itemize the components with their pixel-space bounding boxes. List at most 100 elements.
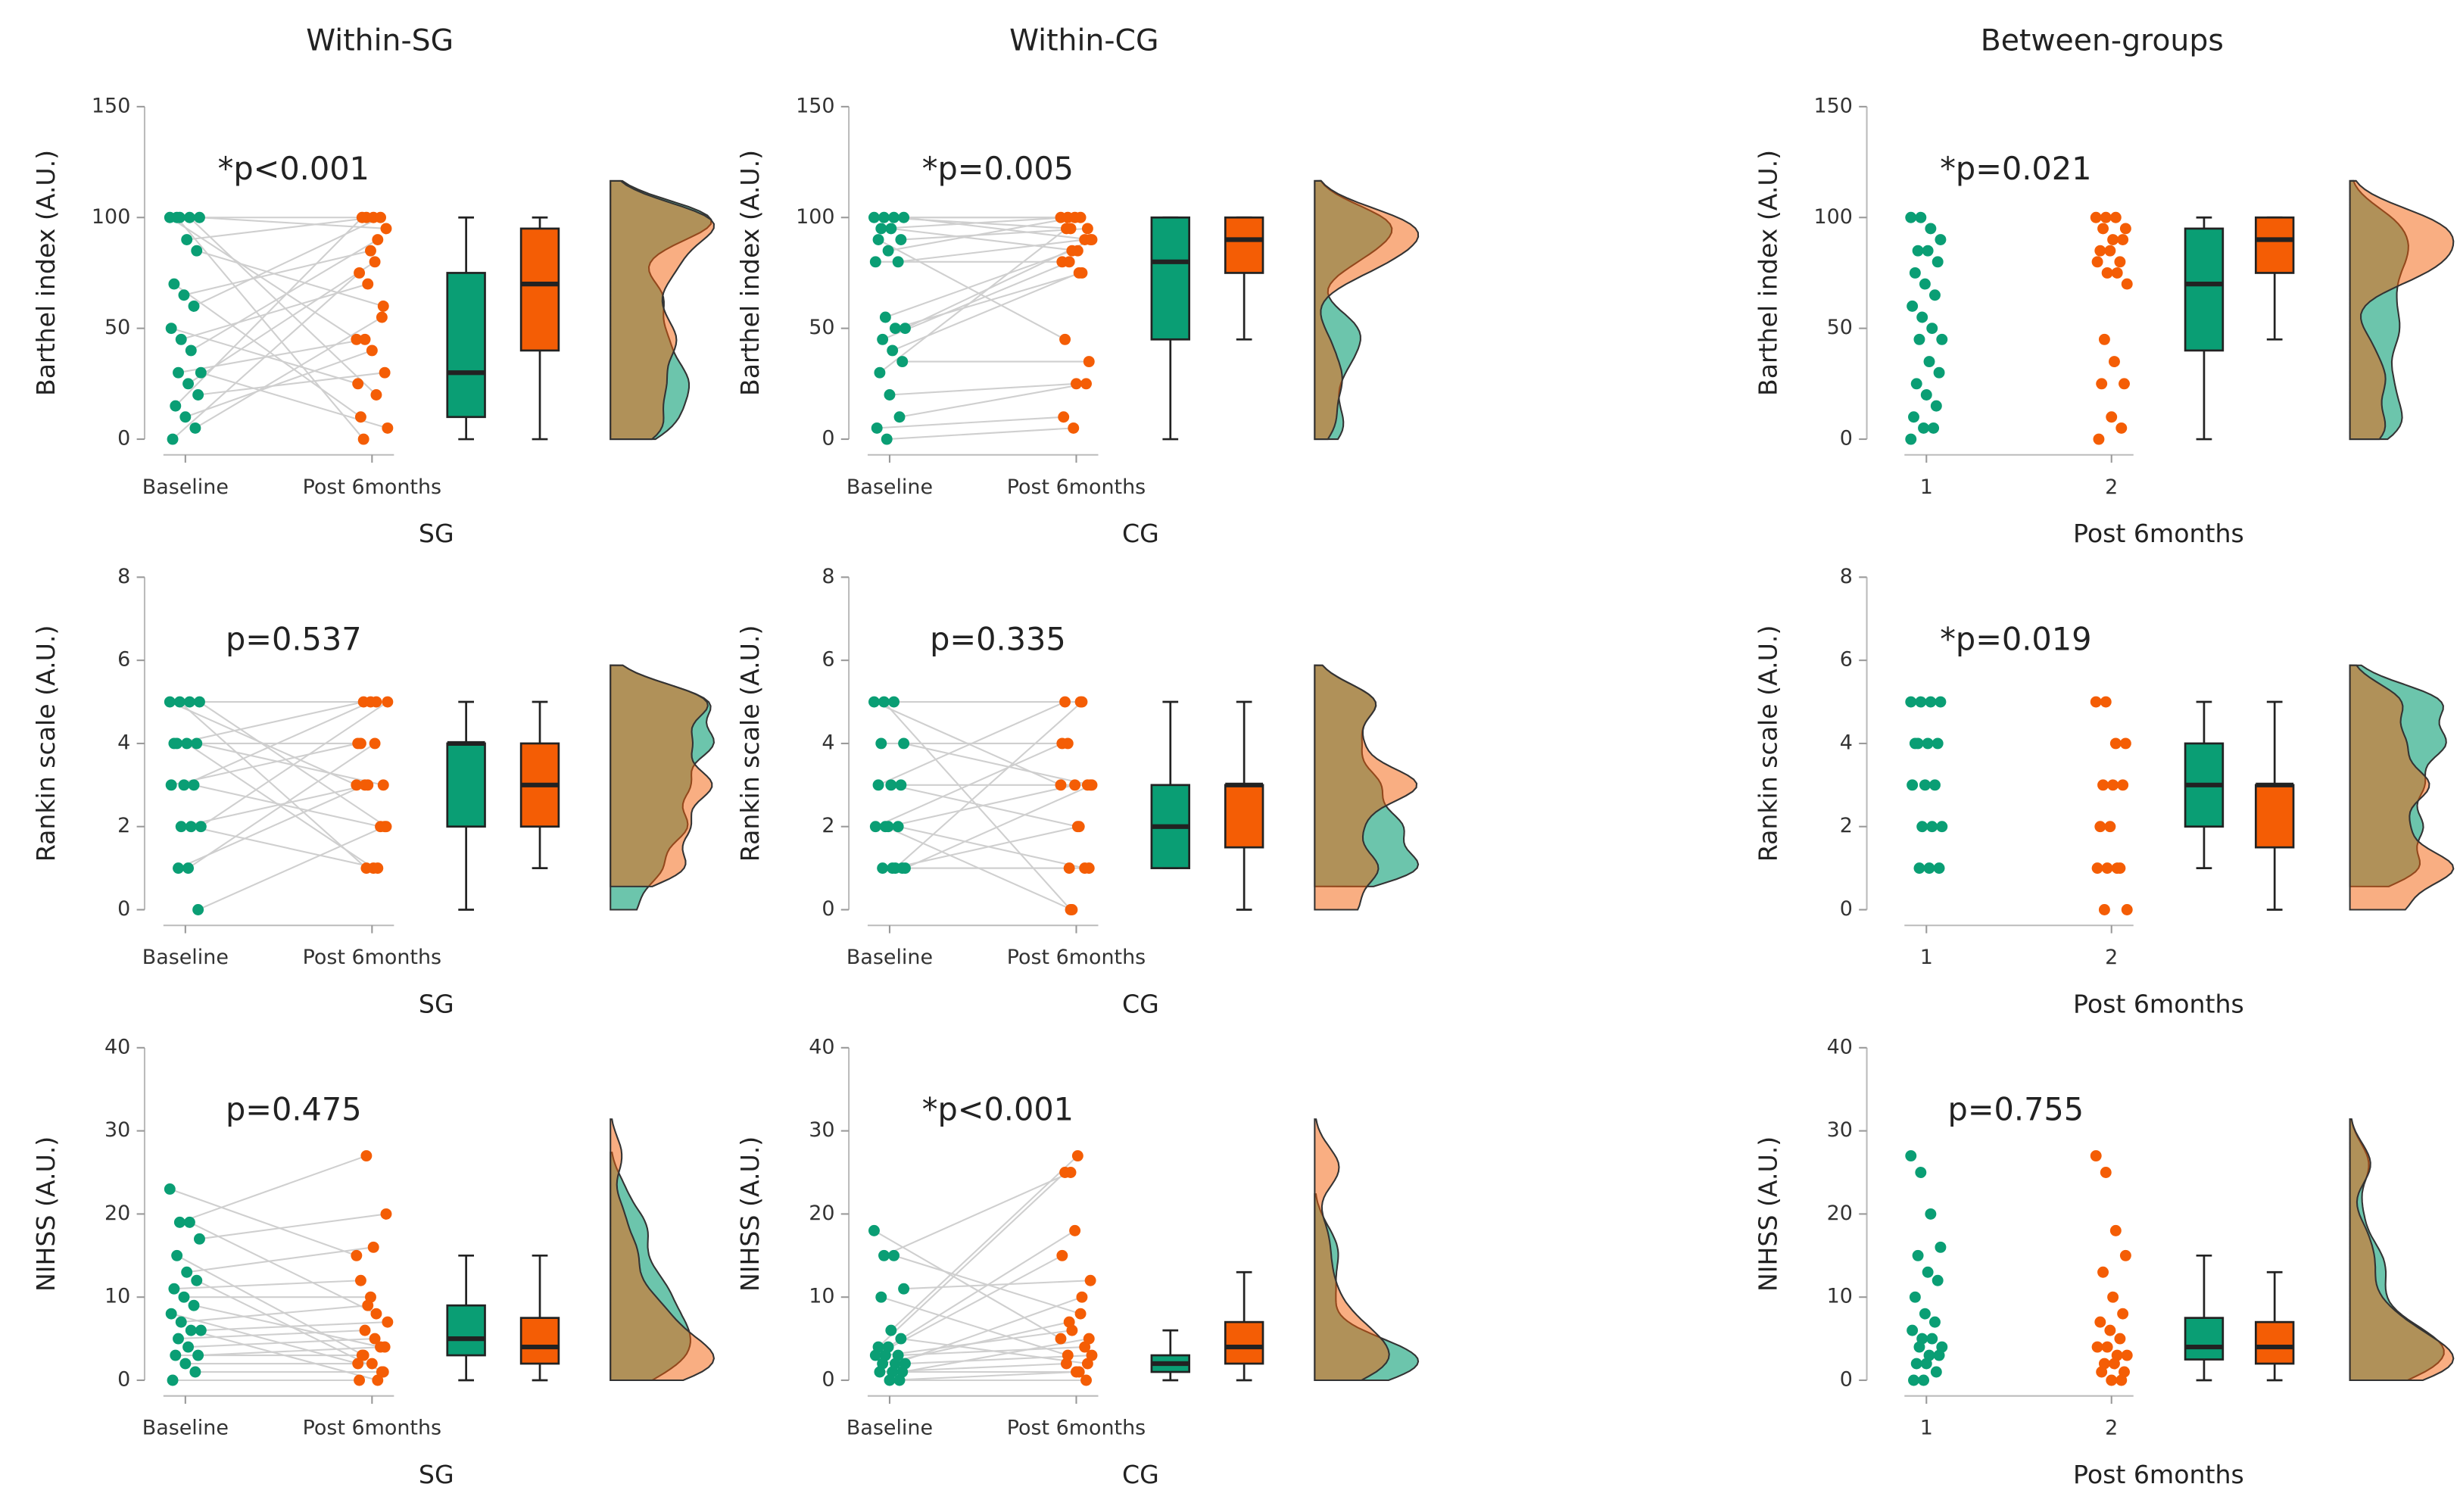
data-point [173, 1333, 184, 1345]
data-point [2091, 862, 2103, 874]
data-point [878, 696, 890, 708]
pair-line [188, 1338, 376, 1348]
data-point [376, 311, 388, 323]
data-point [370, 389, 382, 401]
data-point [1933, 1349, 1945, 1361]
data-point [379, 366, 391, 379]
data-point [1081, 1358, 1093, 1370]
box [1224, 784, 1264, 849]
data-point [2094, 1316, 2106, 1328]
y-tick-label: 20 [809, 1202, 834, 1225]
data-point [1930, 400, 1942, 412]
pair-line [894, 701, 1083, 869]
data-point [2101, 862, 2113, 874]
data-point [1909, 1291, 1921, 1303]
data-point [173, 696, 186, 708]
data-point [356, 211, 368, 223]
data-point [1056, 737, 1068, 750]
data-point [178, 1291, 190, 1303]
data-point [183, 211, 195, 223]
pair-line [199, 217, 387, 229]
pair-line [201, 1321, 388, 1332]
data-point [164, 1183, 176, 1195]
x-axis-label: Post 6months [2073, 519, 2244, 548]
data-point [1059, 333, 1071, 345]
data-point [874, 1366, 886, 1378]
data-point [1928, 422, 1940, 434]
y-tick-label: 0 [1840, 427, 1853, 450]
y-tick-label: 30 [104, 1118, 130, 1142]
y-axis-label: Rankin scale (A.U.) [735, 625, 765, 862]
x-tick-label: 2 [2105, 475, 2118, 499]
data-point [2119, 737, 2131, 750]
data-point [1071, 1366, 1082, 1378]
data-point [875, 1291, 887, 1303]
pair-line [199, 1213, 387, 1240]
data-point [1910, 378, 1922, 390]
data-point [893, 411, 906, 423]
data-point [168, 278, 180, 290]
pair-line [180, 283, 369, 341]
data-point [1929, 1316, 1941, 1328]
data-point [191, 1274, 203, 1286]
data-point [892, 256, 904, 268]
data-point [2090, 1150, 2102, 1162]
pair-line [195, 316, 382, 429]
data-point [1060, 223, 1072, 235]
data-point [189, 1366, 201, 1378]
data-point [1926, 821, 1938, 833]
pair-line [179, 701, 367, 869]
data-point [869, 256, 881, 268]
data-point [2121, 278, 2133, 290]
data-point [1918, 422, 1930, 434]
data-point [1055, 779, 1067, 791]
data-point [181, 737, 193, 750]
data-point [885, 779, 897, 791]
pair-line [175, 217, 363, 407]
data-point [189, 422, 201, 434]
data-point [1915, 696, 1927, 708]
annotation: *p<0.001 [922, 1092, 1074, 1128]
data-point [181, 234, 193, 245]
data-point [367, 1241, 379, 1253]
pair-line [887, 217, 1075, 252]
data-point [165, 779, 177, 791]
data-point [1918, 1374, 1930, 1386]
data-point [382, 1316, 394, 1328]
data-point [1935, 696, 1947, 708]
data-point [872, 779, 884, 791]
data-point [183, 1216, 195, 1228]
data-point [372, 1374, 384, 1386]
data-point [1083, 862, 1095, 874]
data-point [2101, 1341, 2113, 1353]
data-point [1069, 1224, 1081, 1236]
x-tick-label: 2 [2105, 1417, 2118, 1440]
pair-line [173, 283, 362, 418]
data-point [1919, 779, 1931, 791]
annotation: p=0.537 [226, 621, 362, 657]
data-point [175, 1316, 187, 1328]
box [1224, 1320, 1264, 1365]
pair-line [892, 825, 1080, 869]
data-point [365, 696, 376, 708]
data-point [1909, 267, 1921, 279]
data-point [2108, 1358, 2120, 1370]
data-point [1060, 1358, 1072, 1370]
data-point [1933, 862, 1945, 874]
y-tick-label: 10 [104, 1285, 130, 1308]
data-point [2098, 333, 2110, 345]
data-point [879, 821, 891, 833]
pair-line [172, 272, 360, 440]
pair-line [200, 701, 388, 828]
data-point [375, 211, 386, 223]
pair-line [879, 228, 1068, 374]
data-point [1935, 1241, 1947, 1253]
pair-line [905, 1355, 1093, 1365]
data-point [1074, 1308, 1087, 1320]
data-point [1925, 1208, 1937, 1220]
y-tick-label: 10 [1827, 1285, 1853, 1308]
pair-line [899, 382, 1087, 418]
data-point [2108, 356, 2120, 368]
data-point [2117, 234, 2129, 245]
density [2349, 1118, 2455, 1382]
